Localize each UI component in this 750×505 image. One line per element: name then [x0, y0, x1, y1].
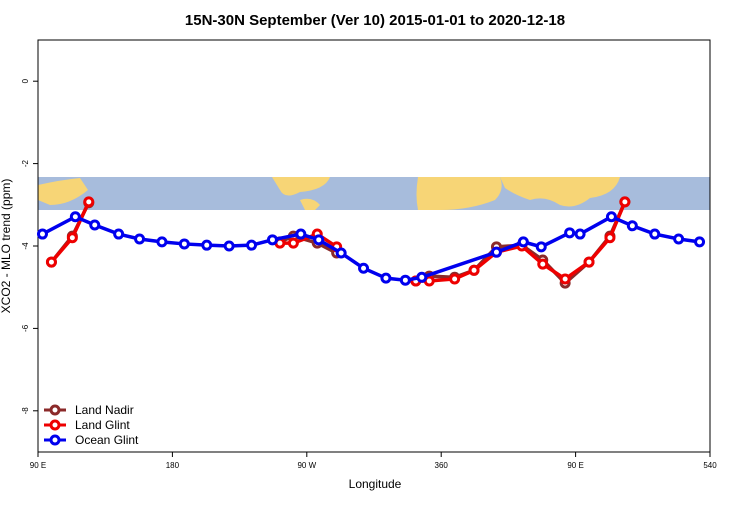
series-point	[134, 233, 146, 245]
series-point	[83, 196, 95, 208]
series-point	[223, 240, 235, 252]
x-tick-label: 90 E	[567, 461, 583, 470]
legend-marker	[49, 419, 61, 431]
series-point	[36, 228, 48, 240]
series-point	[399, 274, 411, 286]
chart-title: 15N-30N September (Ver 10) 2015-01-01 to…	[185, 12, 565, 29]
series-point	[564, 227, 576, 239]
legend-label: Ocean Glint	[75, 433, 139, 447]
x-tick-label: 90 W	[297, 461, 316, 470]
series-point	[201, 239, 213, 251]
x-axis-label: Longitude	[349, 477, 402, 491]
series-point	[416, 271, 428, 283]
series-point	[535, 241, 547, 253]
x-tick-label: 90 E	[30, 461, 46, 470]
map-band	[38, 177, 710, 210]
series-point	[619, 196, 631, 208]
series-point	[468, 264, 480, 276]
x-tick-label: 180	[166, 461, 180, 470]
series-point	[358, 262, 370, 274]
series-point	[490, 246, 502, 258]
series-point	[380, 272, 392, 284]
series-point	[295, 228, 307, 240]
series-point	[649, 228, 661, 240]
series-point	[694, 236, 706, 248]
series-point	[605, 211, 617, 223]
y-tick-label: -6	[21, 324, 30, 332]
series-point	[69, 211, 81, 223]
series-point	[673, 233, 685, 245]
series-point	[626, 220, 638, 232]
y-tick-label: -2	[21, 159, 30, 167]
series-point	[335, 247, 347, 259]
series-point	[66, 232, 78, 244]
series-point	[45, 256, 57, 268]
series-point	[537, 258, 549, 270]
series-point	[89, 219, 101, 231]
plot-frame	[37, 39, 711, 453]
y-tick-label: -8	[21, 407, 30, 415]
series-point	[604, 232, 616, 244]
y-tick-label: -4	[21, 242, 30, 250]
series-point	[178, 238, 190, 250]
legend-marker	[49, 404, 61, 416]
series-point	[313, 234, 325, 246]
x-tick-label: 540	[703, 461, 717, 470]
legend-label: Land Glint	[75, 418, 130, 432]
series-point	[583, 256, 595, 268]
series-point	[113, 228, 125, 240]
series-line	[41, 214, 700, 282]
series-point	[449, 273, 461, 285]
x-tick-label: 360	[435, 461, 449, 470]
y-tick-label: 0	[21, 78, 30, 83]
legend-label: Land Nadir	[75, 403, 134, 417]
series-point	[287, 237, 299, 249]
legend-marker	[49, 434, 61, 446]
series-point	[574, 228, 586, 240]
series-point	[266, 234, 278, 246]
series-point	[517, 236, 529, 248]
series-point	[559, 273, 571, 285]
series-point	[246, 239, 258, 251]
series-point	[156, 236, 168, 248]
y-axis-label: XCO2 - MLO trend (ppm)	[0, 179, 13, 314]
